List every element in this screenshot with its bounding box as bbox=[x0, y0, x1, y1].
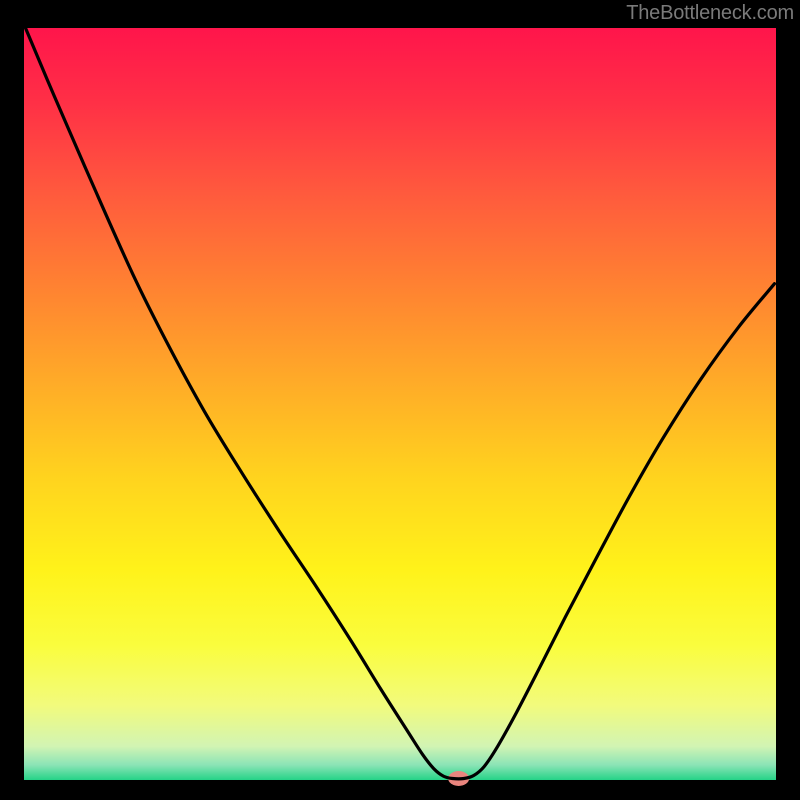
watermark-text: TheBottleneck.com bbox=[626, 2, 794, 25]
plot-background-gradient bbox=[24, 28, 776, 780]
bottleneck-chart bbox=[0, 0, 800, 800]
chart-container: TheBottleneck.com bbox=[0, 0, 800, 800]
